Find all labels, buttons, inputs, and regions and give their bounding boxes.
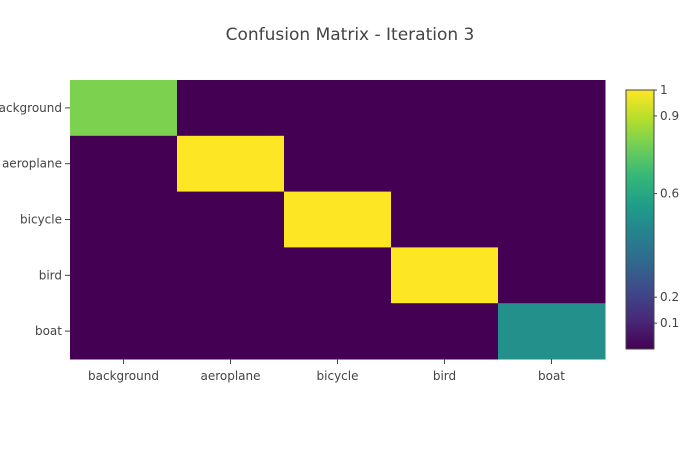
heatmap-cell [284,80,392,137]
heatmap-cells [70,80,606,360]
heatmap-cell [498,247,606,304]
y-tick-label: background [0,101,62,115]
heatmap-cell [177,80,285,137]
heatmap-cell [177,191,285,248]
x-axis: background aeroplane bicycle bird boat [88,359,565,383]
heatmap-cell [177,135,285,193]
heatmap-cell [284,135,392,193]
colorbar-tick-label: 0.1 [660,316,679,330]
heatmap-cell [177,303,285,360]
colorbar-tick-label: 0.2 [660,290,679,304]
x-tick-label: boat [538,369,565,383]
heatmap-cell [70,135,178,193]
x-tick-label: background [88,369,159,383]
heatmap-cell [70,303,178,360]
heatmap-cell [391,191,499,248]
heatmap-cell [284,247,392,304]
heatmap-cell [498,80,606,137]
y-tick-label: bicycle [20,213,62,227]
y-tick-label: aeroplane [2,157,62,171]
heatmap-cell [391,247,499,304]
colorbar-tick-label: 1 [660,83,668,97]
heatmap-cell [498,135,606,193]
y-tick-label: bird [39,268,62,282]
x-tick-label: bicycle [317,369,359,383]
heatmap-cell [284,303,392,360]
colorbar-gradient [625,89,655,350]
heatmap-cell [177,247,285,304]
x-tick-label: aeroplane [200,369,260,383]
heatmap-cell [70,247,178,304]
colorbar: 0.1 0.2 0.6 0.9 1 [625,83,679,350]
colorbar-tick-label: 0.6 [660,187,679,201]
heatmap-cell [498,191,606,248]
heatmap-cell [391,135,499,193]
heatmap-cell [70,80,178,137]
colorbar-tick-label: 0.9 [660,109,679,123]
y-tick-label: boat [35,324,62,338]
x-tick-label: bird [433,369,456,383]
chart-title: Confusion Matrix - Iteration 3 [226,25,475,45]
heatmap-cell [391,80,499,137]
heatmap-cell [498,303,606,360]
heatmap-cell [284,191,392,248]
y-axis: background aeroplane bicycle bird boat [0,101,70,338]
heatmap-cell [70,191,178,248]
heatmap-cell [391,303,499,360]
